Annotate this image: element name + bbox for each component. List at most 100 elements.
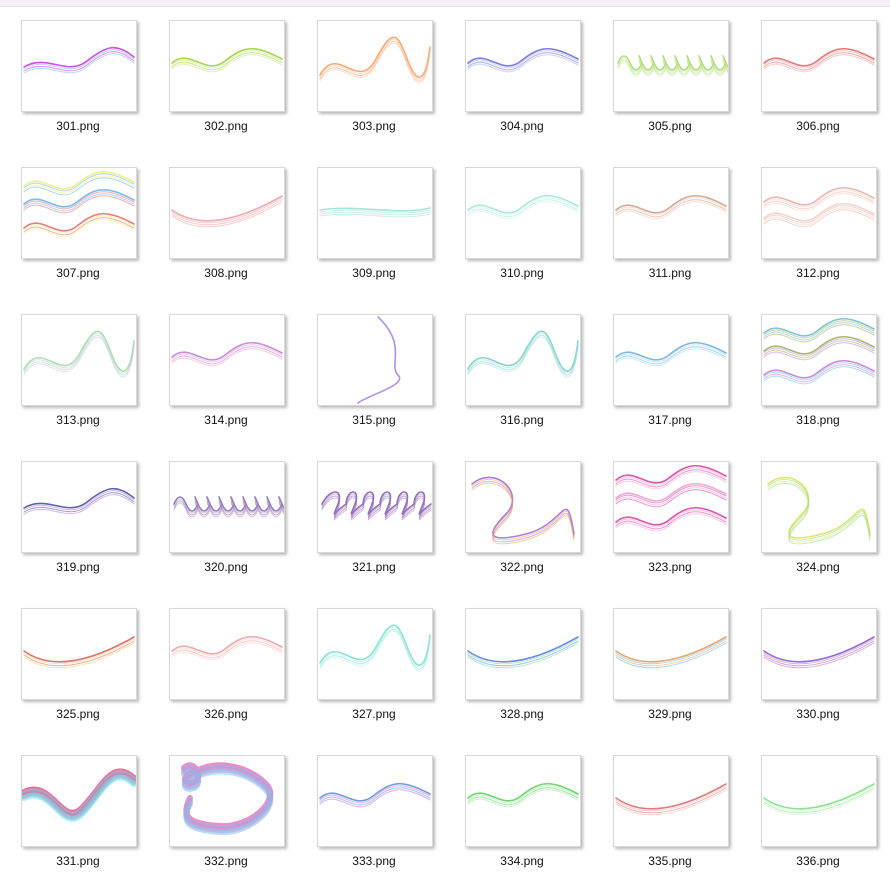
file-thumbnail[interactable] xyxy=(613,314,729,406)
file-thumbnail[interactable] xyxy=(169,314,285,406)
file-item[interactable]: 329.png xyxy=(592,588,740,728)
file-item[interactable]: 336.png xyxy=(740,735,888,875)
file-name[interactable]: 308.png xyxy=(204,266,248,280)
file-item[interactable]: 325.png xyxy=(0,588,148,728)
file-thumbnail[interactable] xyxy=(761,755,877,847)
file-thumbnail[interactable] xyxy=(169,167,285,259)
file-item[interactable]: 317.png xyxy=(592,294,740,434)
file-name[interactable]: 319.png xyxy=(56,560,100,574)
file-thumbnail[interactable] xyxy=(465,167,581,259)
file-item[interactable]: 308.png xyxy=(148,147,296,287)
file-name[interactable]: 331.png xyxy=(56,854,100,868)
file-name[interactable]: 315.png xyxy=(352,413,396,427)
file-name[interactable]: 316.png xyxy=(500,413,544,427)
file-name[interactable]: 320.png xyxy=(204,560,248,574)
file-name[interactable]: 321.png xyxy=(352,560,396,574)
file-name[interactable]: 332.png xyxy=(204,854,248,868)
file-name[interactable]: 301.png xyxy=(56,119,100,133)
file-thumbnail[interactable] xyxy=(169,755,285,847)
file-item[interactable]: 307.png xyxy=(0,147,148,287)
file-thumbnail[interactable] xyxy=(465,755,581,847)
file-name[interactable]: 324.png xyxy=(796,560,840,574)
file-name[interactable]: 322.png xyxy=(500,560,544,574)
file-item[interactable]: 330.png xyxy=(740,588,888,728)
file-thumbnail[interactable] xyxy=(169,20,285,112)
file-item[interactable]: 315.png xyxy=(296,294,444,434)
file-item[interactable]: 304.png xyxy=(444,0,592,140)
file-thumbnail[interactable] xyxy=(21,314,137,406)
file-name[interactable]: 303.png xyxy=(352,119,396,133)
file-item[interactable]: 333.png xyxy=(296,735,444,875)
file-name[interactable]: 312.png xyxy=(796,266,840,280)
file-name[interactable]: 314.png xyxy=(204,413,248,427)
file-name[interactable]: 328.png xyxy=(500,707,544,721)
file-item[interactable]: 327.png xyxy=(296,588,444,728)
file-item[interactable]: 321.png xyxy=(296,441,444,581)
file-thumbnail[interactable] xyxy=(761,314,877,406)
file-thumbnail[interactable] xyxy=(21,20,137,112)
file-name[interactable]: 305.png xyxy=(648,119,692,133)
file-thumbnail[interactable] xyxy=(613,608,729,700)
file-name[interactable]: 329.png xyxy=(648,707,692,721)
file-thumbnail[interactable] xyxy=(613,167,729,259)
file-item[interactable]: 319.png xyxy=(0,441,148,581)
file-item[interactable]: 314.png xyxy=(148,294,296,434)
file-item[interactable]: 302.png xyxy=(148,0,296,140)
file-item[interactable]: 305.png xyxy=(592,0,740,140)
file-item[interactable]: 316.png xyxy=(444,294,592,434)
file-thumbnail[interactable] xyxy=(613,461,729,553)
file-item[interactable]: 301.png xyxy=(0,0,148,140)
file-thumbnail[interactable] xyxy=(21,167,137,259)
file-thumbnail[interactable] xyxy=(761,167,877,259)
file-thumbnail[interactable] xyxy=(761,20,877,112)
file-item[interactable]: 326.png xyxy=(148,588,296,728)
file-name[interactable]: 334.png xyxy=(500,854,544,868)
file-name[interactable]: 317.png xyxy=(648,413,692,427)
file-thumbnail[interactable] xyxy=(21,755,137,847)
file-thumbnail[interactable] xyxy=(317,314,433,406)
file-item[interactable]: 313.png xyxy=(0,294,148,434)
file-thumbnail[interactable] xyxy=(169,461,285,553)
file-name[interactable]: 307.png xyxy=(56,266,100,280)
file-item[interactable]: 311.png xyxy=(592,147,740,287)
file-name[interactable]: 335.png xyxy=(648,854,692,868)
file-item[interactable]: 303.png xyxy=(296,0,444,140)
file-thumbnail[interactable] xyxy=(613,20,729,112)
file-thumbnail[interactable] xyxy=(465,20,581,112)
file-item[interactable]: 312.png xyxy=(740,147,888,287)
file-thumbnail[interactable] xyxy=(317,755,433,847)
file-item[interactable]: 332.png xyxy=(148,735,296,875)
file-item[interactable]: 309.png xyxy=(296,147,444,287)
file-item[interactable]: 306.png xyxy=(740,0,888,140)
file-thumbnail[interactable] xyxy=(761,461,877,553)
file-item[interactable]: 331.png xyxy=(0,735,148,875)
file-name[interactable]: 311.png xyxy=(648,266,692,280)
file-name[interactable]: 327.png xyxy=(352,707,396,721)
file-item[interactable]: 324.png xyxy=(740,441,888,581)
file-name[interactable]: 318.png xyxy=(796,413,840,427)
file-item[interactable]: 322.png xyxy=(444,441,592,581)
file-thumbnail[interactable] xyxy=(317,608,433,700)
file-name[interactable]: 325.png xyxy=(56,707,100,721)
file-name[interactable]: 330.png xyxy=(796,707,840,721)
file-thumbnail[interactable] xyxy=(613,755,729,847)
file-item[interactable]: 320.png xyxy=(148,441,296,581)
file-thumbnail[interactable] xyxy=(317,20,433,112)
file-item[interactable]: 328.png xyxy=(444,588,592,728)
file-thumbnail[interactable] xyxy=(465,314,581,406)
file-item[interactable]: 334.png xyxy=(444,735,592,875)
file-thumbnail[interactable] xyxy=(169,608,285,700)
file-item[interactable]: 310.png xyxy=(444,147,592,287)
file-thumbnail[interactable] xyxy=(317,167,433,259)
file-name[interactable]: 304.png xyxy=(500,119,544,133)
file-thumbnail[interactable] xyxy=(317,461,433,553)
file-thumbnail[interactable] xyxy=(465,461,581,553)
file-name[interactable]: 326.png xyxy=(204,707,248,721)
file-name[interactable]: 302.png xyxy=(204,119,248,133)
file-name[interactable]: 313.png xyxy=(56,413,100,427)
file-name[interactable]: 323.png xyxy=(648,560,692,574)
file-thumbnail[interactable] xyxy=(761,608,877,700)
file-name[interactable]: 309.png xyxy=(352,266,396,280)
file-name[interactable]: 306.png xyxy=(796,119,840,133)
file-name[interactable]: 336.png xyxy=(796,854,840,868)
